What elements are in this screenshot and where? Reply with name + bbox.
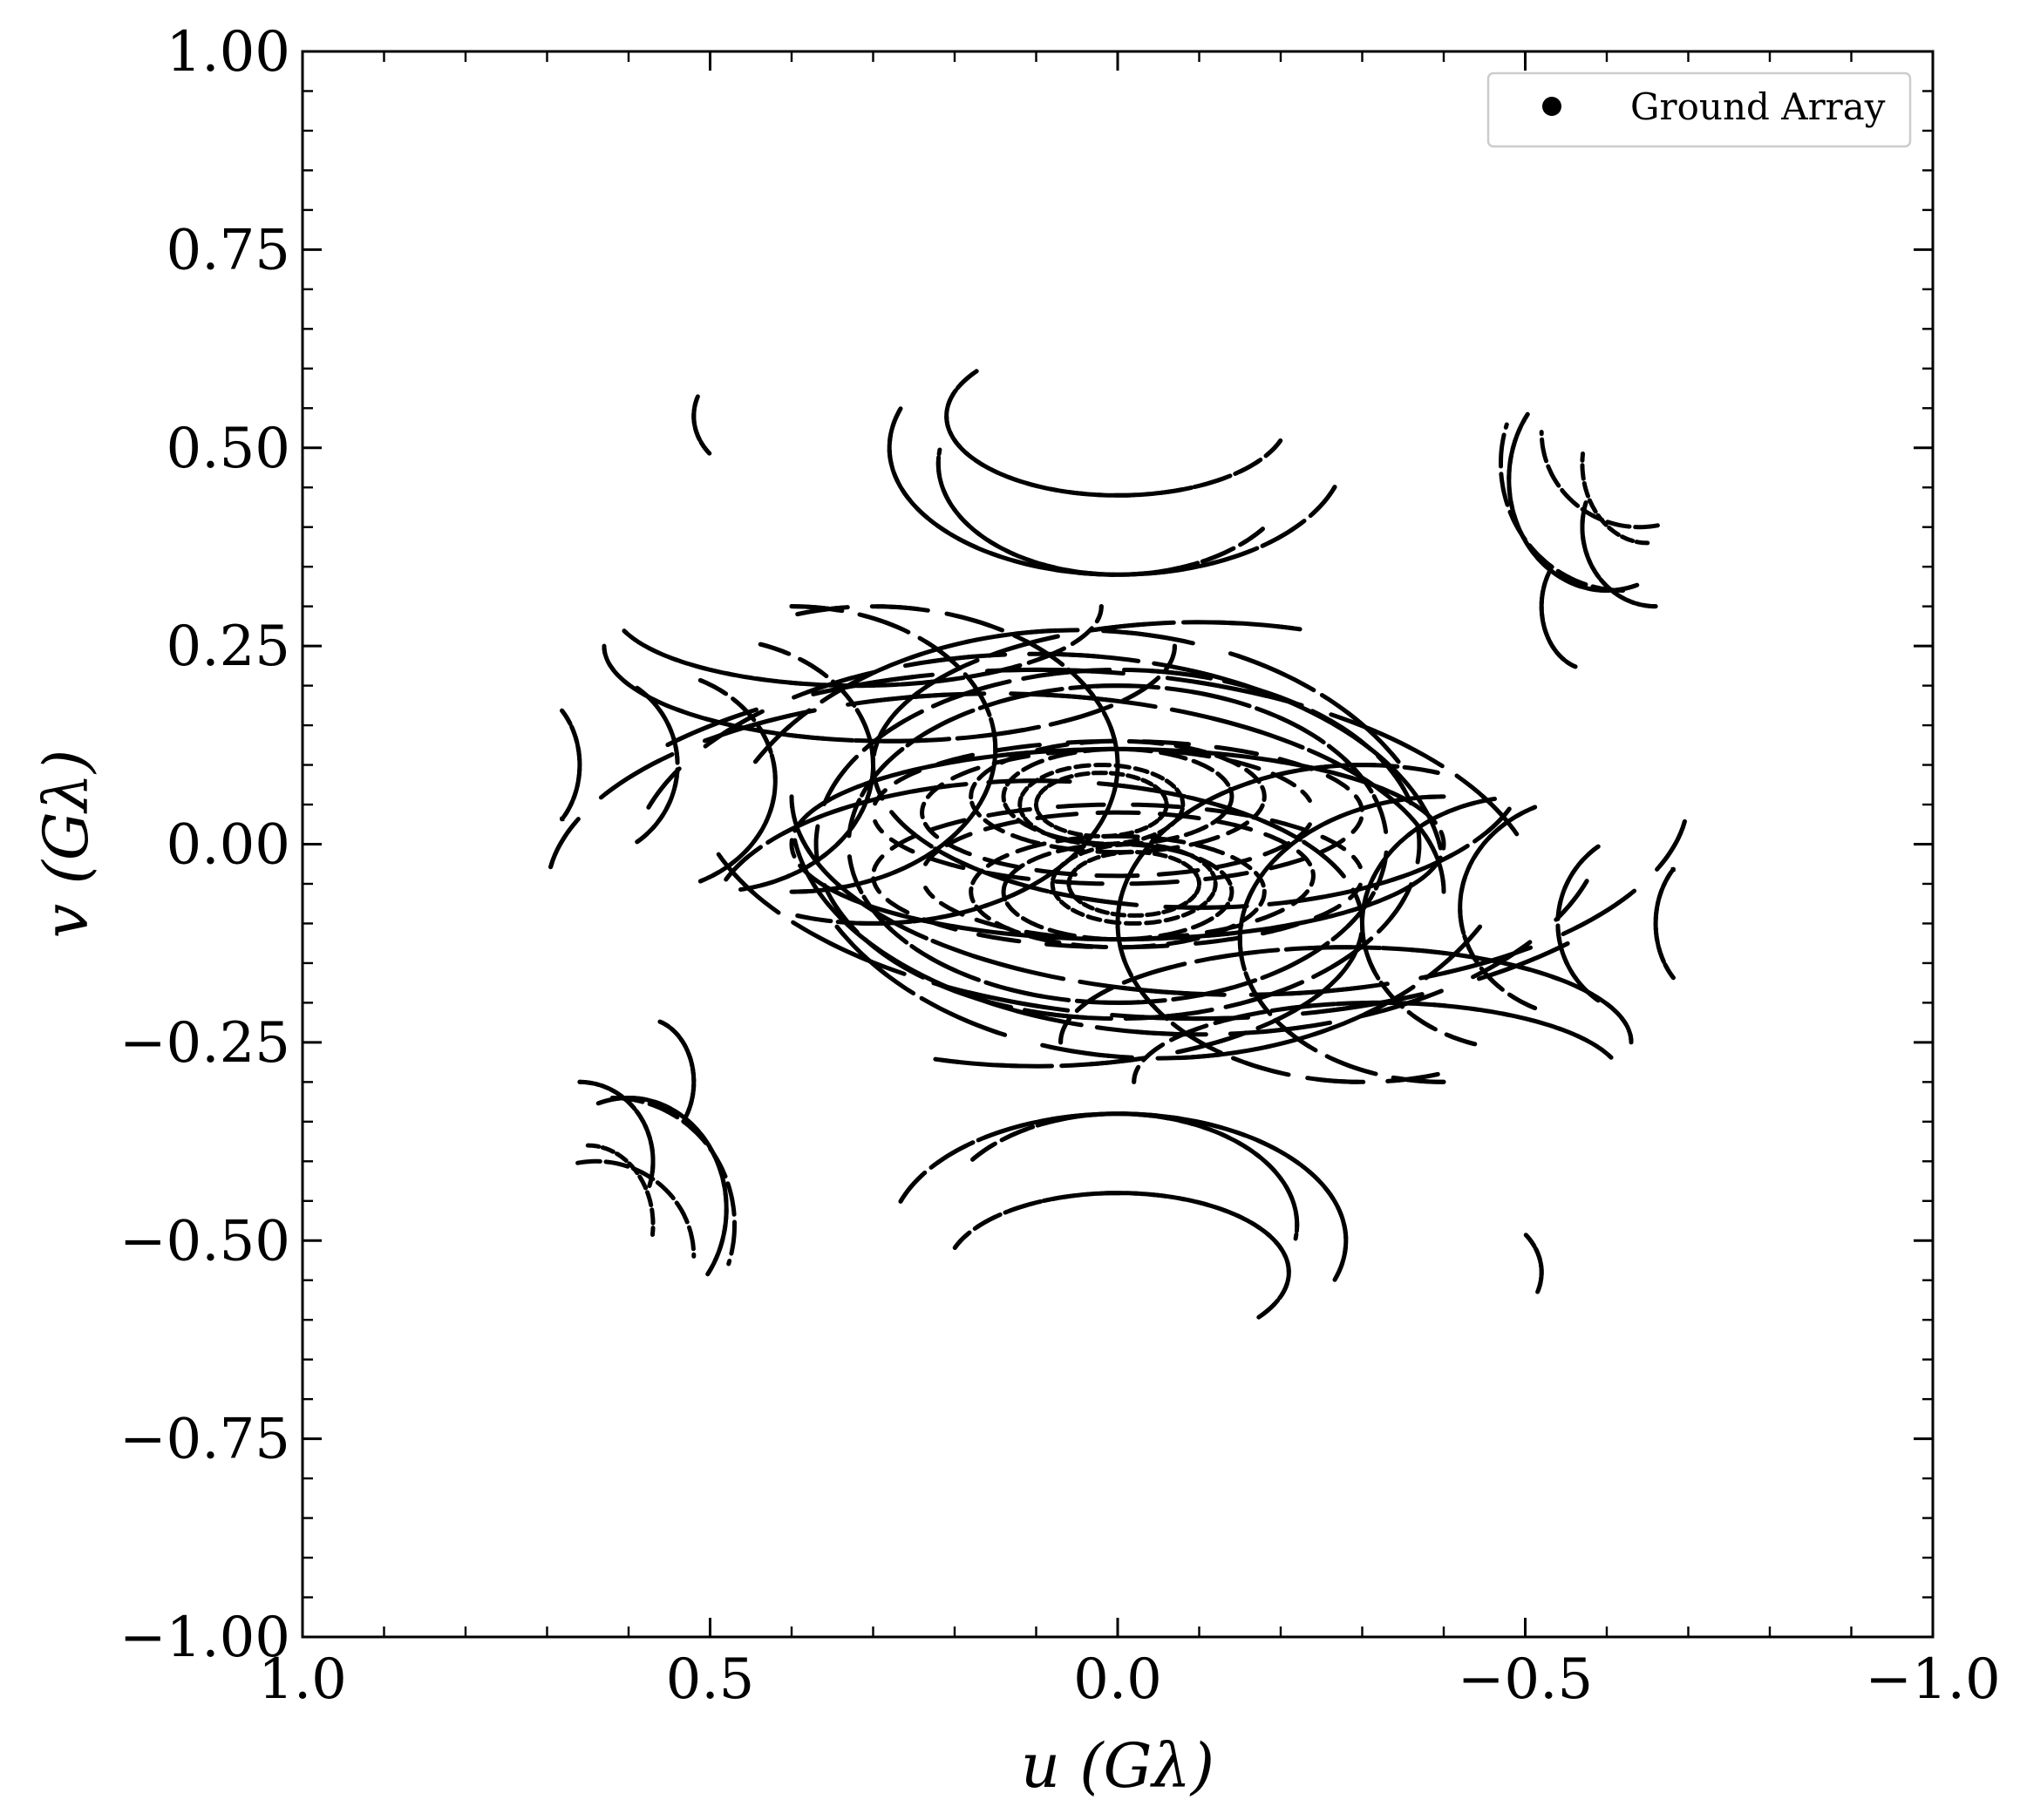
uv-track bbox=[548, 691, 1446, 887]
uv-track bbox=[609, 1096, 737, 1267]
x-axis-label: u (Gλ) bbox=[1021, 1730, 1214, 1802]
uv-track-conjugate bbox=[585, 1143, 656, 1237]
uv-track-conjugate bbox=[1458, 805, 1538, 1010]
uv-track bbox=[738, 642, 875, 892]
uv-track bbox=[691, 394, 712, 456]
x-tick-label: 1.0 bbox=[258, 1647, 347, 1712]
y-tick-label: −0.75 bbox=[119, 1408, 290, 1472]
uv-track-conjugate bbox=[1539, 567, 1578, 669]
x-tick-label: 0.5 bbox=[666, 1647, 755, 1712]
uv-track-conjugate bbox=[1580, 500, 1658, 609]
uv-track-conjugate bbox=[944, 370, 1283, 498]
legend: Ground Array bbox=[1486, 71, 1912, 148]
uv-track bbox=[970, 1111, 1300, 1241]
y-tick-label: 1.00 bbox=[167, 20, 291, 85]
uv-track bbox=[602, 643, 1177, 744]
uv-track bbox=[697, 678, 778, 884]
uv-track-conjugate bbox=[1499, 422, 1626, 593]
uv-track-conjugate bbox=[1539, 430, 1660, 530]
tick-labels-layer: 1.0 0.5 0.0 −0.5 −1.0 1.00 0.75 0.50 0.25 0.00 −0.… bbox=[119, 20, 2001, 1712]
uv-track bbox=[1580, 452, 1650, 546]
ticks-layer bbox=[301, 50, 1935, 1639]
uv-track-conjugate bbox=[1653, 866, 1676, 981]
uv-track bbox=[560, 708, 582, 822]
uv-track-conjugate bbox=[716, 852, 1570, 1022]
uv-track-conjugate bbox=[1523, 1233, 1544, 1294]
uv-track-conjugate bbox=[1132, 1000, 1614, 1084]
x-tick-label: −0.5 bbox=[1458, 1647, 1593, 1712]
y-tick-label: 0.00 bbox=[167, 813, 291, 878]
y-tick-label: 0.50 bbox=[167, 417, 291, 481]
uv-track bbox=[789, 604, 998, 894]
uv-track bbox=[622, 604, 1104, 689]
series-ground-array bbox=[548, 369, 1687, 1320]
data-layer bbox=[548, 369, 1687, 1320]
uv-track-conjugate bbox=[1506, 411, 1640, 594]
x-tick-label: 0.0 bbox=[1073, 1647, 1162, 1712]
y-tick-label: −0.25 bbox=[119, 1011, 290, 1076]
uv-track bbox=[952, 1191, 1291, 1318]
y-axis-label: v (Gλ) bbox=[31, 750, 102, 939]
uv-track-conjugate bbox=[789, 801, 1687, 997]
x-tick-label: −1.0 bbox=[1865, 1647, 2000, 1712]
legend-frame bbox=[1486, 71, 1912, 148]
y-tick-label: −0.50 bbox=[119, 1209, 290, 1273]
legend-label-ground-array: Ground Array bbox=[1630, 85, 1886, 128]
legend-marker-ground-array bbox=[1542, 97, 1561, 116]
uv-track-conjugate bbox=[1058, 945, 1634, 1045]
uv-track bbox=[575, 1158, 697, 1259]
uv-track-conjugate bbox=[1237, 794, 1446, 1084]
uv-track bbox=[665, 667, 1520, 837]
uv-track-conjugate bbox=[935, 447, 1265, 577]
y-tick-label: −1.00 bbox=[119, 1606, 290, 1670]
y-tick-label: 0.25 bbox=[167, 615, 291, 679]
uv-track bbox=[577, 1079, 656, 1188]
uv-track bbox=[657, 1019, 697, 1122]
uv-track-conjugate bbox=[1360, 797, 1497, 1047]
y-tick-label: 0.75 bbox=[167, 218, 291, 282]
uv-track bbox=[595, 1095, 729, 1277]
